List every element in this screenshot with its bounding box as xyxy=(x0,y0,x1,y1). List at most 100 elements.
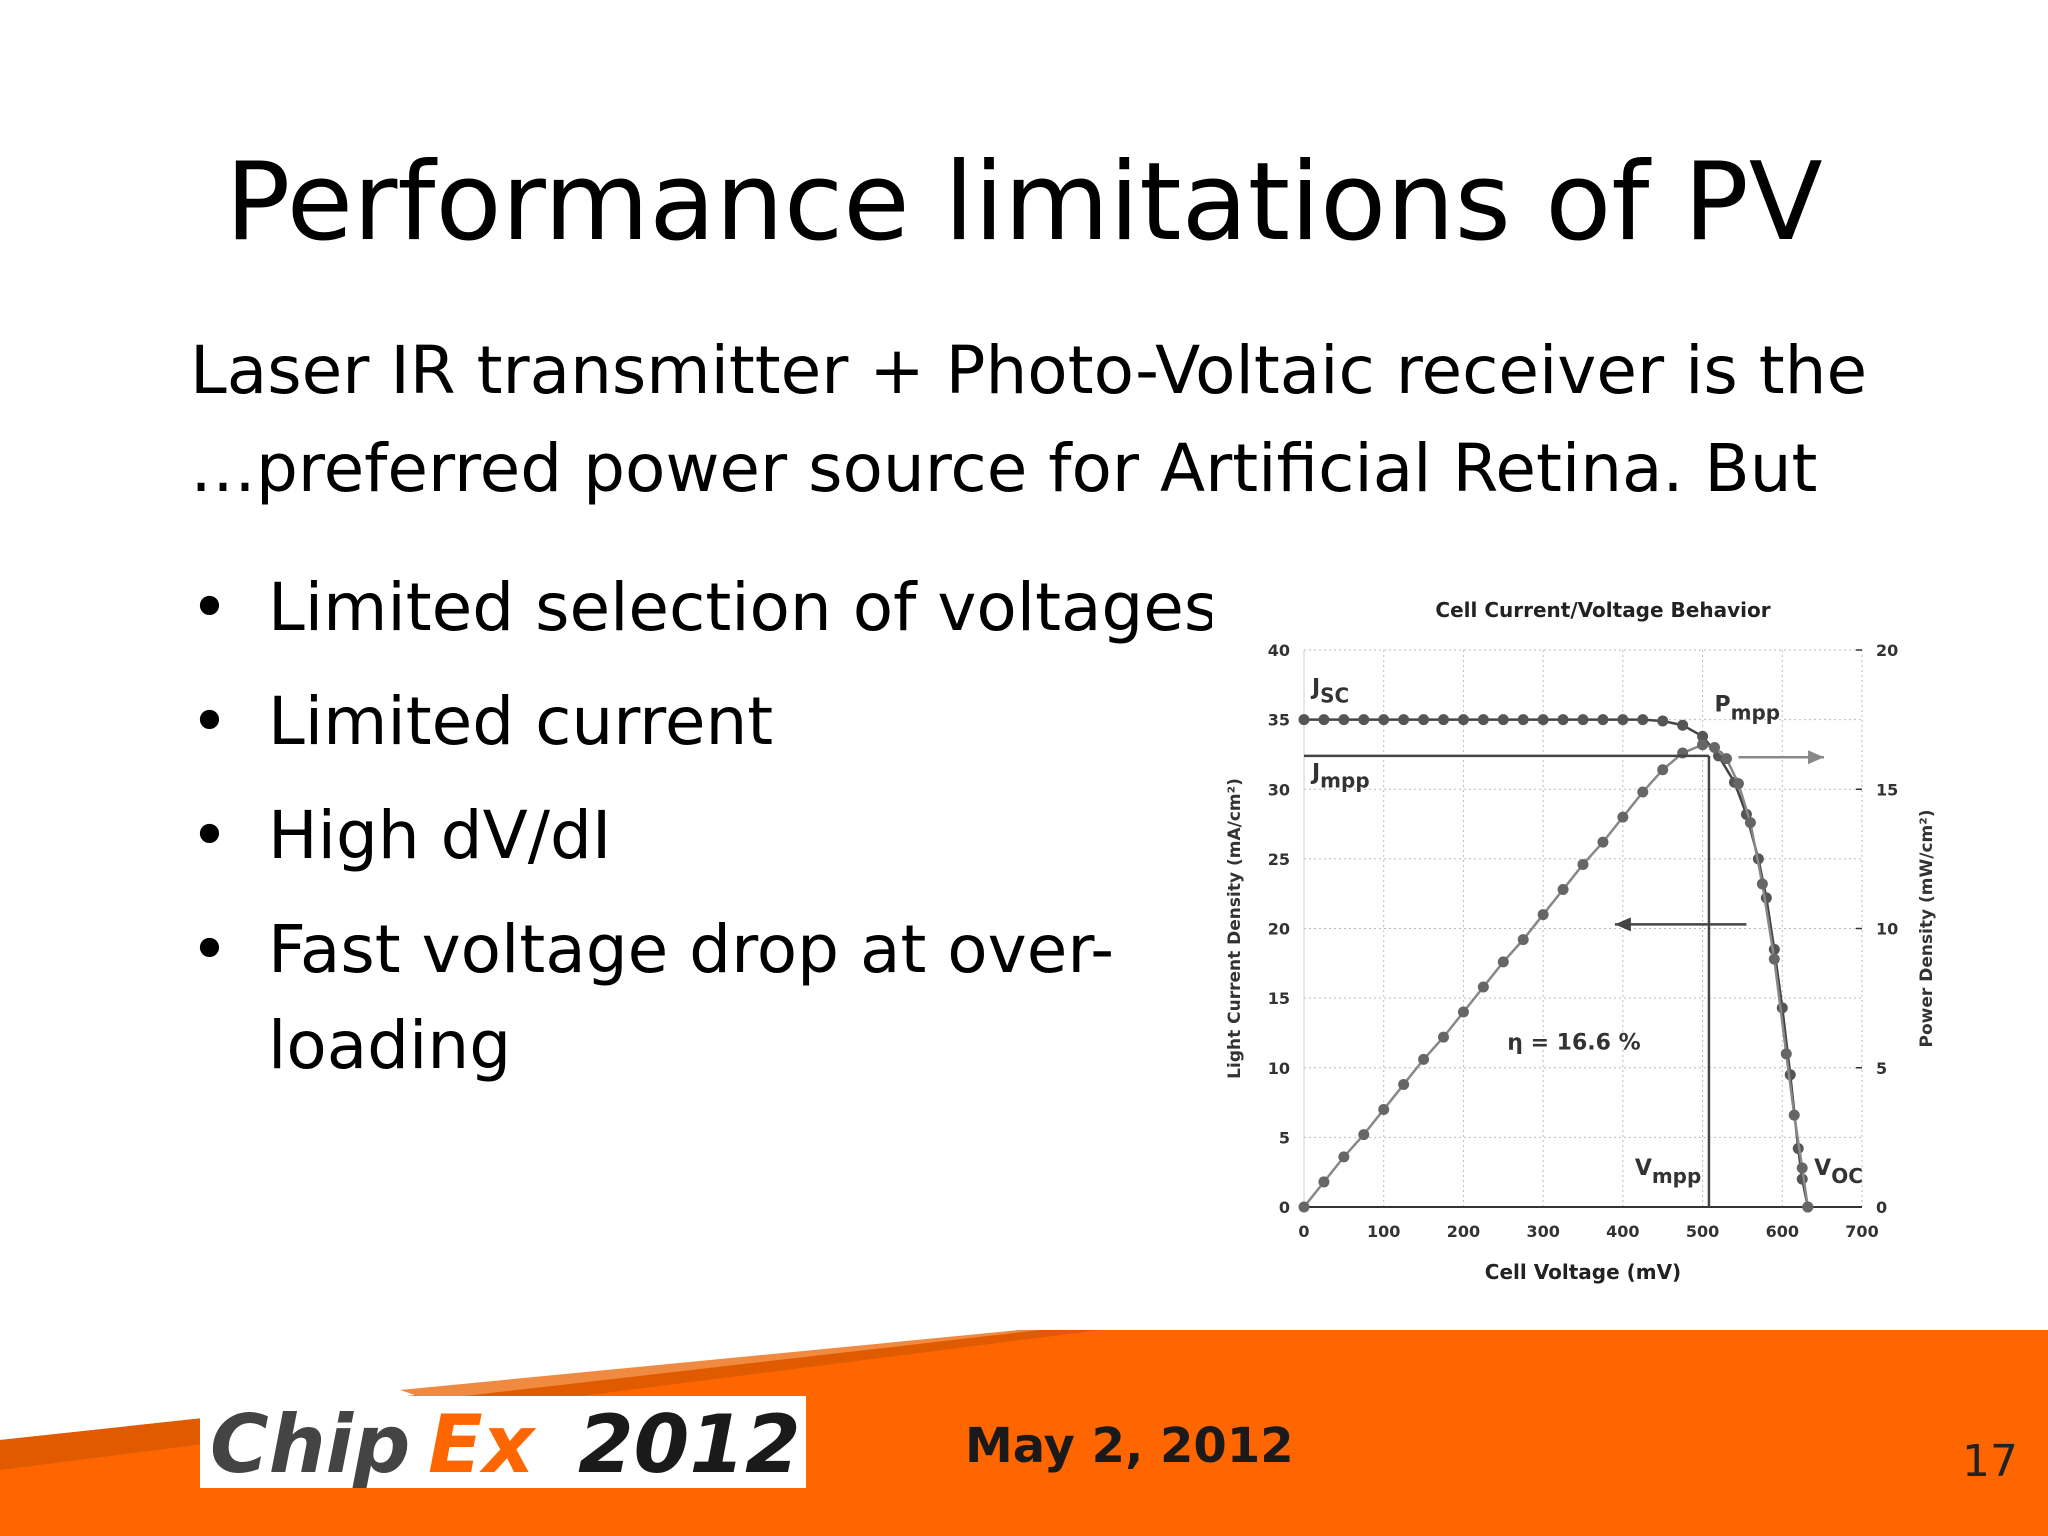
x-tick-label: 700 xyxy=(1845,1222,1878,1241)
logo-chip: Chip xyxy=(210,1398,410,1488)
y-tick-label: 30 xyxy=(1268,780,1290,799)
data-point xyxy=(1398,714,1410,726)
power-arrow-head xyxy=(1808,750,1825,765)
data-point xyxy=(1577,858,1589,870)
bullet-item: • Limited current xyxy=(190,674,1230,770)
x-tick-label: 500 xyxy=(1686,1222,1719,1241)
data-point xyxy=(1657,764,1669,776)
data-point xyxy=(1597,714,1609,726)
x-tick-label: 200 xyxy=(1447,1222,1480,1241)
data-point xyxy=(1517,934,1529,946)
data-point xyxy=(1597,836,1609,848)
bullet-text: Fast voltage drop at over-loading xyxy=(268,911,1115,1084)
data-point xyxy=(1477,981,1489,993)
efficiency-label: η = 16.6 % xyxy=(1507,1031,1640,1056)
data-point xyxy=(1677,719,1689,731)
y-tick-label: 15 xyxy=(1268,989,1290,1008)
data-point xyxy=(1780,1048,1792,1060)
footer-date: May 2, 2012 xyxy=(965,1418,1294,1474)
y2-tick-label: 10 xyxy=(1876,920,1898,939)
data-point xyxy=(1537,714,1549,726)
y-tick-label: 0 xyxy=(1279,1198,1290,1217)
data-point xyxy=(1802,1201,1814,1213)
data-point xyxy=(1318,714,1330,726)
data-point xyxy=(1537,909,1549,921)
iv-chart: Cell Current/Voltage Behavior 0 100 200 300 4… xyxy=(1212,585,2002,1305)
bullet-list: • Limited selection of voltages • Limited … xyxy=(190,560,1230,1112)
bullet-icon: • xyxy=(190,911,229,988)
logo-year: 2012 xyxy=(578,1398,801,1488)
x-tick-label: 600 xyxy=(1766,1222,1799,1241)
intro-line-1: Laser IR transmitter + Photo-Voltaic rec… xyxy=(190,332,1868,409)
x-tick-label: 300 xyxy=(1526,1222,1559,1241)
jmpp-label: Jmpp xyxy=(1310,761,1370,793)
data-point xyxy=(1378,714,1390,726)
data-point xyxy=(1457,1006,1469,1018)
data-point xyxy=(1517,714,1529,726)
y-tick-label: 25 xyxy=(1268,850,1290,869)
data-point xyxy=(1378,1104,1390,1116)
data-point xyxy=(1298,1201,1310,1213)
y-tick-label: 35 xyxy=(1268,711,1290,730)
slide-title: Performance limitations of PV xyxy=(225,140,1823,265)
x-axis-label: Cell Voltage (mV) xyxy=(1485,1260,1681,1284)
data-point xyxy=(1358,714,1370,726)
data-point xyxy=(1338,714,1350,726)
data-point xyxy=(1617,714,1629,726)
chipex-logo: Chip Ex 2012 xyxy=(200,1396,806,1488)
data-point xyxy=(1768,953,1780,965)
bullet-text: Limited current xyxy=(268,683,774,760)
data-point xyxy=(1298,714,1310,726)
intro-text: Laser IR transmitter + Photo-Voltaic rec… xyxy=(190,322,1970,518)
data-point xyxy=(1557,714,1569,726)
data-point xyxy=(1788,1109,1800,1121)
data-point xyxy=(1744,817,1756,829)
y-tick-label: 40 xyxy=(1268,641,1290,660)
data-point xyxy=(1720,753,1732,765)
bullet-item: • Limited selection of voltages xyxy=(190,560,1230,656)
jsc-label: JSC xyxy=(1310,676,1349,708)
data-point xyxy=(1732,778,1744,790)
data-point xyxy=(1438,1031,1449,1043)
data-point xyxy=(1756,878,1768,890)
data-point xyxy=(1497,956,1509,968)
data-point xyxy=(1338,1151,1350,1163)
intro-line-2: …preferred power source for Artificial R… xyxy=(190,430,1818,507)
bullet-text: Limited selection of voltages xyxy=(268,569,1219,646)
data-point xyxy=(1637,714,1649,726)
y2-tick-label: 5 xyxy=(1876,1059,1887,1078)
voc-label: VOC xyxy=(1814,1156,1863,1188)
data-point xyxy=(1358,1129,1370,1141)
data-point xyxy=(1709,741,1721,753)
chart-title: Cell Current/Voltage Behavior xyxy=(1435,598,1770,622)
data-point xyxy=(1796,1162,1808,1174)
bullet-item: • Fast voltage drop at over-loading xyxy=(190,902,1230,1094)
page-number: 17 xyxy=(1962,1436,2018,1487)
bullet-icon: • xyxy=(190,797,229,874)
vmpp-label: Vmpp xyxy=(1635,1156,1702,1188)
y-tick-label: 5 xyxy=(1279,1128,1290,1147)
y2-tick-label: 20 xyxy=(1876,641,1898,660)
bullet-text: High dV/dI xyxy=(268,797,612,874)
bullet-icon: • xyxy=(190,683,229,760)
y-tick-label: 20 xyxy=(1268,920,1290,939)
y2-axis-label: Power Density (mW/cm²) xyxy=(1917,810,1937,1048)
x-tick-label: 0 xyxy=(1298,1222,1309,1241)
current-arrow-head xyxy=(1614,917,1631,932)
data-point xyxy=(1617,811,1629,823)
y-axis-label: Light Current Density (mA/cm²) xyxy=(1225,778,1245,1079)
footer: Chip Ex 2012 May 2, 2012 17 xyxy=(0,1320,2048,1536)
data-point xyxy=(1318,1176,1330,1188)
data-point xyxy=(1438,714,1449,726)
data-point xyxy=(1457,714,1469,726)
y-tick-label: 10 xyxy=(1268,1059,1290,1078)
data-point xyxy=(1637,786,1649,798)
y2-tick-label: 15 xyxy=(1876,780,1898,799)
pmpp-label: Pmpp xyxy=(1715,692,1781,724)
data-point xyxy=(1398,1078,1410,1090)
data-point xyxy=(1477,714,1489,726)
data-point xyxy=(1697,739,1709,751)
y2-tick-label: 0 xyxy=(1876,1198,1887,1217)
logo-ex: Ex xyxy=(428,1398,537,1488)
